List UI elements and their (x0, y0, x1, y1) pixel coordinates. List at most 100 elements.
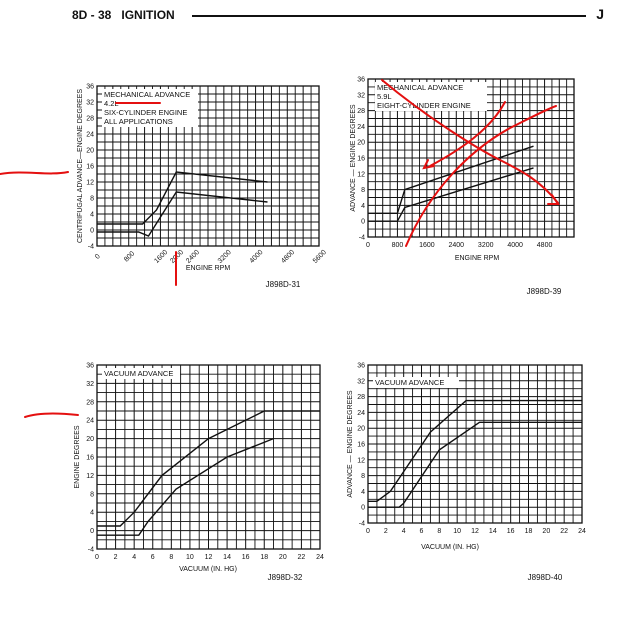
legend-box (373, 377, 459, 388)
chart-title: MECHANICAL ADVANCE (104, 90, 190, 99)
x-tick-label: 4000 (249, 249, 265, 265)
chart-note: ALL APPLICATIONS (104, 117, 173, 126)
section-title: IGNITION (121, 8, 175, 22)
x-tick-label: 6 (420, 528, 424, 535)
y-tick-label: 20 (357, 140, 365, 147)
y-axis-label: ENGINE DEGREES (74, 425, 81, 488)
series-line-upper (97, 171, 268, 225)
series-line-upper (97, 410, 320, 527)
plot-frame (96, 364, 321, 550)
y-tick-label: 0 (90, 528, 94, 535)
y-tick-label: 12 (357, 457, 365, 464)
series-line-upper (368, 399, 582, 502)
y-tick-label: 32 (357, 92, 365, 99)
red-cross-stroke (429, 101, 506, 167)
figure-id: J898D-31 (266, 280, 301, 289)
x-tick-label: 1600 (419, 242, 435, 249)
y-axis-label: ADVANCE — ENGINE DEGREES (350, 104, 357, 212)
y-tick-label: -4 (88, 547, 94, 554)
y-tick-label: 8 (361, 187, 365, 194)
x-tick-label: 8 (437, 528, 441, 535)
x-tick-label: 16 (507, 528, 515, 535)
x-tick-label: 0 (366, 528, 370, 535)
red-underline-mark (0, 171, 69, 175)
y-tick-label: 0 (90, 228, 94, 235)
y-tick-label: 28 (357, 108, 365, 115)
legend-box (375, 82, 487, 111)
y-tick-label: 8 (90, 196, 94, 203)
x-tick-label: 4800 (537, 242, 553, 249)
plot-frame (96, 85, 320, 247)
x-tick-label: 4000 (507, 242, 523, 249)
y-tick-label: 32 (86, 100, 94, 107)
y-tick-label: 4 (90, 212, 94, 219)
red-cross-stroke (405, 105, 557, 247)
y-tick-label: 16 (86, 455, 94, 462)
chart-note: 4.2L (104, 99, 119, 108)
x-tick-label: 12 (471, 528, 479, 535)
y-tick-label: 28 (86, 116, 94, 123)
x-tick-label: 800 (392, 242, 404, 249)
y-tick-label: 12 (357, 171, 365, 178)
x-tick-label: 12 (205, 554, 213, 561)
series-line-lower (368, 421, 582, 508)
y-tick-label: -4 (88, 244, 94, 251)
x-tick-label: 20 (279, 554, 287, 561)
x-tick-label: 24 (316, 554, 324, 561)
y-tick-label: 16 (357, 156, 365, 163)
x-tick-label: 3200 (478, 242, 494, 249)
x-tick-label: 18 (260, 554, 268, 561)
x-tick-label: 8 (169, 554, 173, 561)
x-tick-label: 0 (95, 554, 99, 561)
x-tick-label: 2 (384, 528, 388, 535)
y-tick-label: 24 (357, 124, 365, 131)
x-tick-label: 10 (186, 554, 194, 561)
red-arrow-head (547, 194, 560, 205)
x-tick-label: 22 (298, 554, 306, 561)
red-underline-mark (24, 412, 79, 418)
chart-title: VACUUM ADVANCE (104, 369, 173, 378)
figure-id: J898D-40 (528, 573, 563, 582)
chart-note: EIGHT-CYLINDER ENGINE (377, 101, 471, 110)
y-tick-label: 20 (86, 436, 94, 443)
header-section-title: 8D - 38 IGNITION (72, 8, 175, 22)
y-tick-label: 20 (86, 148, 94, 155)
y-tick-label: 0 (361, 219, 365, 226)
series-line-lower (97, 191, 268, 237)
y-tick-label: 32 (357, 378, 365, 385)
legend-box (102, 89, 198, 127)
chart-title: MECHANICAL ADVANCE (377, 83, 463, 92)
x-tick-label: 2400 (448, 242, 464, 249)
y-tick-label: 24 (86, 132, 94, 139)
y-tick-label: 12 (86, 180, 94, 187)
plot-frame (367, 364, 583, 524)
y-tick-label: 28 (86, 399, 94, 406)
x-tick-label: 24 (578, 528, 586, 535)
y-tick-label: -4 (359, 235, 365, 242)
y-tick-label: 8 (361, 473, 365, 480)
plot-frame (367, 78, 575, 238)
y-tick-label: 20 (357, 426, 365, 433)
x-tick-label: 16 (242, 554, 250, 561)
y-tick-label: 36 (86, 363, 94, 370)
y-axis-label: CENTRIFUGAL ADVANCE—ENGINE DEGREES (77, 89, 84, 243)
figure-id: J898D-32 (268, 573, 303, 582)
y-tick-label: 0 (361, 505, 365, 512)
x-tick-label: 22 (560, 528, 568, 535)
x-tick-label: 4 (132, 554, 136, 561)
y-tick-label: 12 (86, 473, 94, 480)
legend-box (102, 368, 180, 379)
x-axis-label: VACUUM (IN. HG) (421, 544, 479, 551)
figure-id: J898D-39 (527, 287, 562, 296)
x-tick-label: 10 (453, 528, 461, 535)
y-tick-label: 16 (357, 442, 365, 449)
y-tick-label: 8 (90, 491, 94, 498)
chart-note: 5.9L (377, 92, 392, 101)
section-number: 8D - 38 (72, 8, 112, 22)
y-tick-label: 36 (357, 77, 365, 84)
x-tick-label: 18 (525, 528, 533, 535)
x-tick-label: 0 (94, 253, 102, 261)
x-tick-label: 20 (542, 528, 550, 535)
